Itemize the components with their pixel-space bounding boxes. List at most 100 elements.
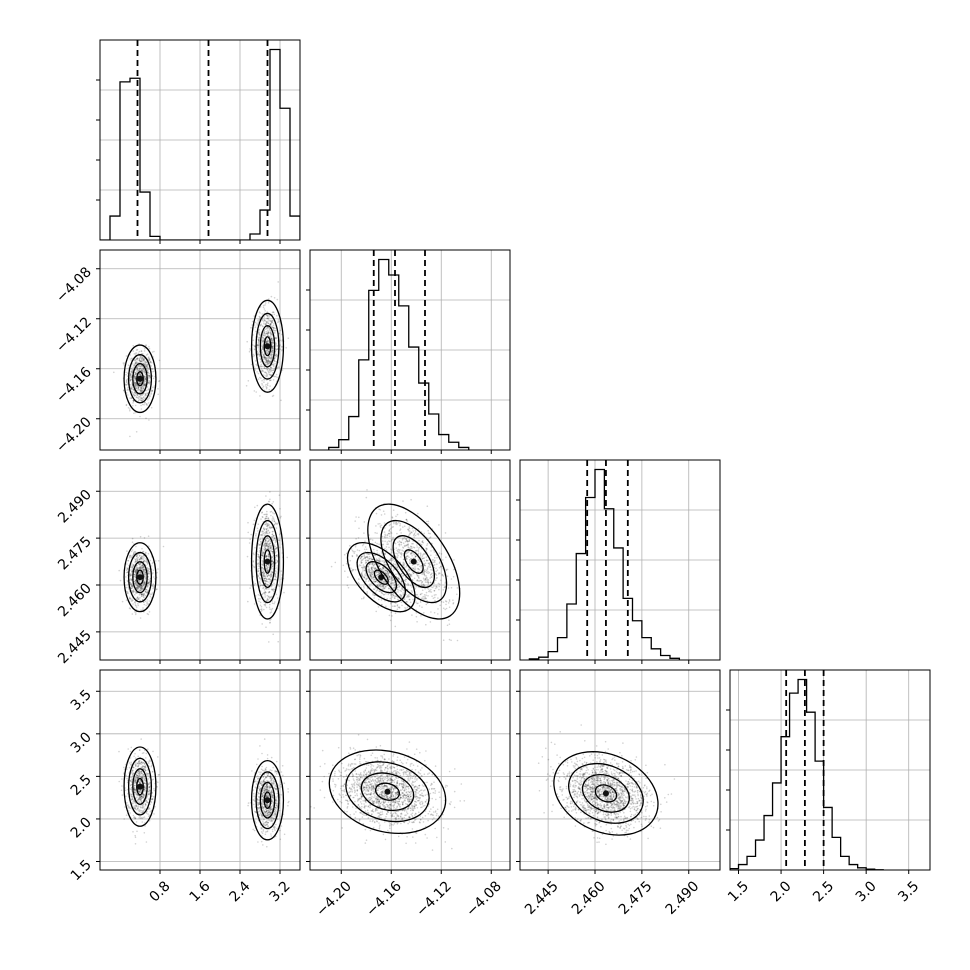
sample-scatter [113,281,290,438]
sample-scatter [118,738,290,848]
x-tick-label: 2.475 [616,878,656,918]
density-contour [553,751,659,836]
density-contour [136,371,144,387]
x-tick-label: 0.8 [147,878,174,905]
density-contour [374,782,401,801]
density-contour [127,757,153,816]
density-contour [123,746,157,827]
density-contour [136,569,144,585]
histogram-step-line [528,468,681,660]
contour-panel-2-1 [306,459,511,664]
histogram-panel-3: 1.5 2.0 2.5 3.0 3.5 [725,669,931,905]
density-peak [137,783,143,790]
x-tick-label: −4.12 [413,878,455,920]
histogram-step-line [328,258,470,450]
density-peak [264,797,271,804]
histogram-step-line [730,678,884,870]
x-tick-label: −4.20 [313,878,355,920]
x-tick-label: 2.0 [768,878,795,905]
panel-frame [309,249,511,451]
density-contour [259,781,276,819]
x-tick-label: 2.460 [569,878,609,918]
density-contour [263,336,272,357]
panel-frame [309,459,511,661]
density-contour [380,519,448,604]
x-tick-label: 2.4 [227,878,254,905]
density-contour [255,519,280,604]
y-tick-label: 2.0 [68,814,95,841]
x-tick-label: 2.445 [522,878,562,918]
density-contour [259,535,276,588]
y-tick-label: 2.460 [55,581,95,621]
density-contour [136,777,144,796]
x-tick-label: 3.0 [853,878,880,905]
density-contour [250,299,285,393]
sample-scatter [118,491,289,643]
density-contour [403,549,424,574]
panel-frame [519,459,721,661]
y-tick-label: 1.5 [68,857,95,884]
panel-frame [519,669,721,871]
density-peak [384,788,391,795]
density-contour [259,324,276,368]
contour-panel-1-0: −4.20 −4.16 −4.12 −4.08 [53,249,301,456]
density-peak [137,574,143,581]
histogram-panel-2 [516,459,721,664]
panel-frame [309,669,511,871]
density-peak [410,558,417,565]
y-tick-label: 2.475 [55,534,95,574]
histogram-panel-0 [96,39,301,244]
y-tick-label: −4.20 [53,414,95,456]
x-tick-label: −4.08 [463,878,505,920]
density-contour [263,791,272,809]
density-contour [392,535,436,588]
x-tick-label: −4.16 [363,878,405,920]
density-contour [127,551,153,603]
contour-panel-3-0: 0.8 1.6 2.4 3.2 1.5 2.0 2.5 3.0 3.5 [68,669,301,905]
y-tick-label: −4.16 [53,364,95,406]
density-contour [328,749,447,835]
histogram-step-line [100,48,300,240]
density-peak [264,343,271,350]
x-tick-label: 1.5 [725,878,752,905]
y-tick-label: −4.12 [53,314,95,356]
density-contour [250,759,285,841]
x-tick-label: 2.490 [663,878,703,918]
y-tick-label: 3.0 [68,729,95,756]
density-contour [132,561,148,594]
density-contour [132,768,148,806]
histogram-panel-1 [306,249,511,454]
y-tick-label: 2.5 [68,772,95,799]
y-tick-label: 2.445 [55,627,95,667]
x-tick-label: 2.5 [810,878,837,905]
density-contour [123,542,157,613]
density-contour [250,503,285,620]
density-contour [255,312,280,380]
density-peak [137,375,143,382]
density-contour [356,551,406,603]
sample-scatter [310,734,466,851]
density-peak [264,558,271,565]
sample-scatter [537,724,676,846]
y-tick-label: 3.5 [68,687,95,714]
x-tick-label: 1.6 [187,878,214,905]
density-contour [123,344,157,414]
x-tick-label: 3.2 [267,878,294,905]
density-contour [255,771,280,830]
panel-frame [729,669,931,871]
contour-panel-3-1: −4.20 −4.16 −4.12 −4.08 [306,669,511,920]
density-contour [581,774,630,813]
density-contour [367,503,461,620]
density-contour [127,354,153,404]
density-contour [263,549,272,574]
density-contour [132,362,148,395]
density-contour [568,762,644,824]
contour-panel-3-2: 2.445 2.460 2.475 2.490 [516,669,721,918]
y-tick-label: 2.490 [55,487,95,527]
density-contour [594,784,618,803]
density-contour [345,761,430,823]
density-peak [602,790,609,797]
x-tick-label: 3.5 [895,878,922,905]
contour-panel-2-0: 2.445 2.460 2.475 2.490 [55,459,301,667]
